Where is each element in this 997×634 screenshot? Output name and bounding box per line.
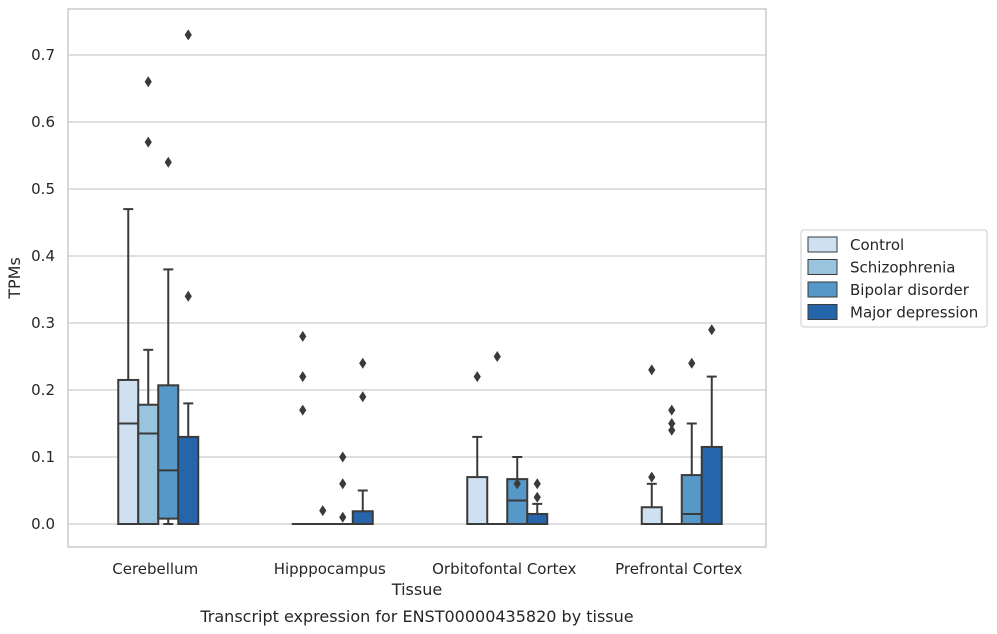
legend-swatch <box>807 304 838 320</box>
legend-swatch <box>807 259 838 275</box>
outlier-point <box>648 471 656 483</box>
box-3-0 <box>177 29 200 525</box>
legend: Control Schizophrenia Bipolar disorder Majo… <box>800 229 988 328</box>
x-tick-label: Hipppocampus <box>274 560 386 578</box>
box <box>700 445 723 526</box>
outlier-point <box>533 478 541 490</box>
outlier-point <box>339 478 347 490</box>
y-tick-label: 0.5 <box>31 180 55 198</box>
legend-frame <box>800 229 988 328</box>
y-tick-label: 0.6 <box>31 113 55 131</box>
x-tick-label: Prefrontal Cortex <box>615 560 742 578</box>
box <box>117 378 140 526</box>
y-axis-label: TPMs <box>5 257 24 300</box>
outlier-point <box>184 290 192 302</box>
box-3-2 <box>526 478 549 526</box>
outlier-point <box>473 371 481 383</box>
legend-label: Control <box>850 236 904 254</box>
outlier-point <box>299 330 307 342</box>
outlier-point <box>493 351 501 362</box>
box <box>680 474 703 525</box>
legend-label: Major depression <box>850 304 978 322</box>
y-axis-ticks: 0.0 0.1 0.2 0.3 0.4 0.5 0.6 0.7 <box>31 46 55 533</box>
outlier-point <box>648 364 656 376</box>
box <box>157 384 180 520</box>
outlier-point <box>184 29 192 41</box>
x-tick-label: Orbitofontal Cortex <box>432 560 576 578</box>
outlier-point <box>668 424 676 436</box>
y-tick-label: 0.7 <box>31 46 55 64</box>
outlier-point <box>299 404 307 416</box>
chart-caption: Transcript expression for ENST0000043582… <box>199 607 633 626</box>
box-3-1 <box>351 357 374 525</box>
outlier-point <box>359 391 367 403</box>
outlier-point <box>513 478 521 490</box>
outlier-point <box>708 324 716 336</box>
box <box>137 403 160 525</box>
box-0-3 <box>640 364 663 525</box>
y-tick-label: 0.0 <box>31 515 55 533</box>
box-1-0 <box>137 76 160 525</box>
outlier-point <box>144 136 152 148</box>
box-1-2 <box>486 351 509 526</box>
box-0-2 <box>466 371 489 526</box>
outlier-point <box>319 505 327 517</box>
outlier-point <box>339 451 347 463</box>
outlier-point <box>688 357 696 369</box>
box-0-1 <box>291 330 314 526</box>
box-2-3 <box>680 357 703 525</box>
box-1-3 <box>660 404 683 526</box>
outlier-point <box>299 371 307 383</box>
outlier-point <box>668 404 676 416</box>
legend-swatch <box>807 236 838 253</box>
outlier-point <box>533 491 541 503</box>
outlier-point <box>668 418 676 429</box>
box-3-3 <box>700 324 723 526</box>
y-tick-label: 0.4 <box>31 247 55 265</box>
box-2-0 <box>157 156 180 525</box>
y-tick-label: 0.3 <box>31 314 55 332</box>
y-tick-label: 0.2 <box>31 381 55 399</box>
outlier-point <box>359 357 367 369</box>
box <box>640 506 663 525</box>
box-series <box>117 29 723 526</box>
box-2-1 <box>331 451 354 526</box>
x-tick-label: Cerebellum <box>112 560 198 578</box>
box <box>526 512 549 526</box>
x-axis-ticks: Cerebellum Hipppocampus Orbitofontal Corte… <box>112 560 742 578</box>
y-tick-label: 0.1 <box>31 448 55 466</box>
legend-label: Bipolar disorder <box>850 281 970 299</box>
outlier-point <box>144 76 152 88</box>
outlier-point <box>339 511 347 523</box>
legend-swatch <box>807 281 838 298</box>
x-axis-label: Tissue <box>391 580 442 599</box>
box-2-2 <box>506 456 529 525</box>
box <box>177 435 200 525</box>
box <box>351 510 374 525</box>
outlier-point <box>164 156 172 168</box>
legend-label: Schizophrenia <box>850 259 955 277</box>
box <box>466 476 489 526</box>
